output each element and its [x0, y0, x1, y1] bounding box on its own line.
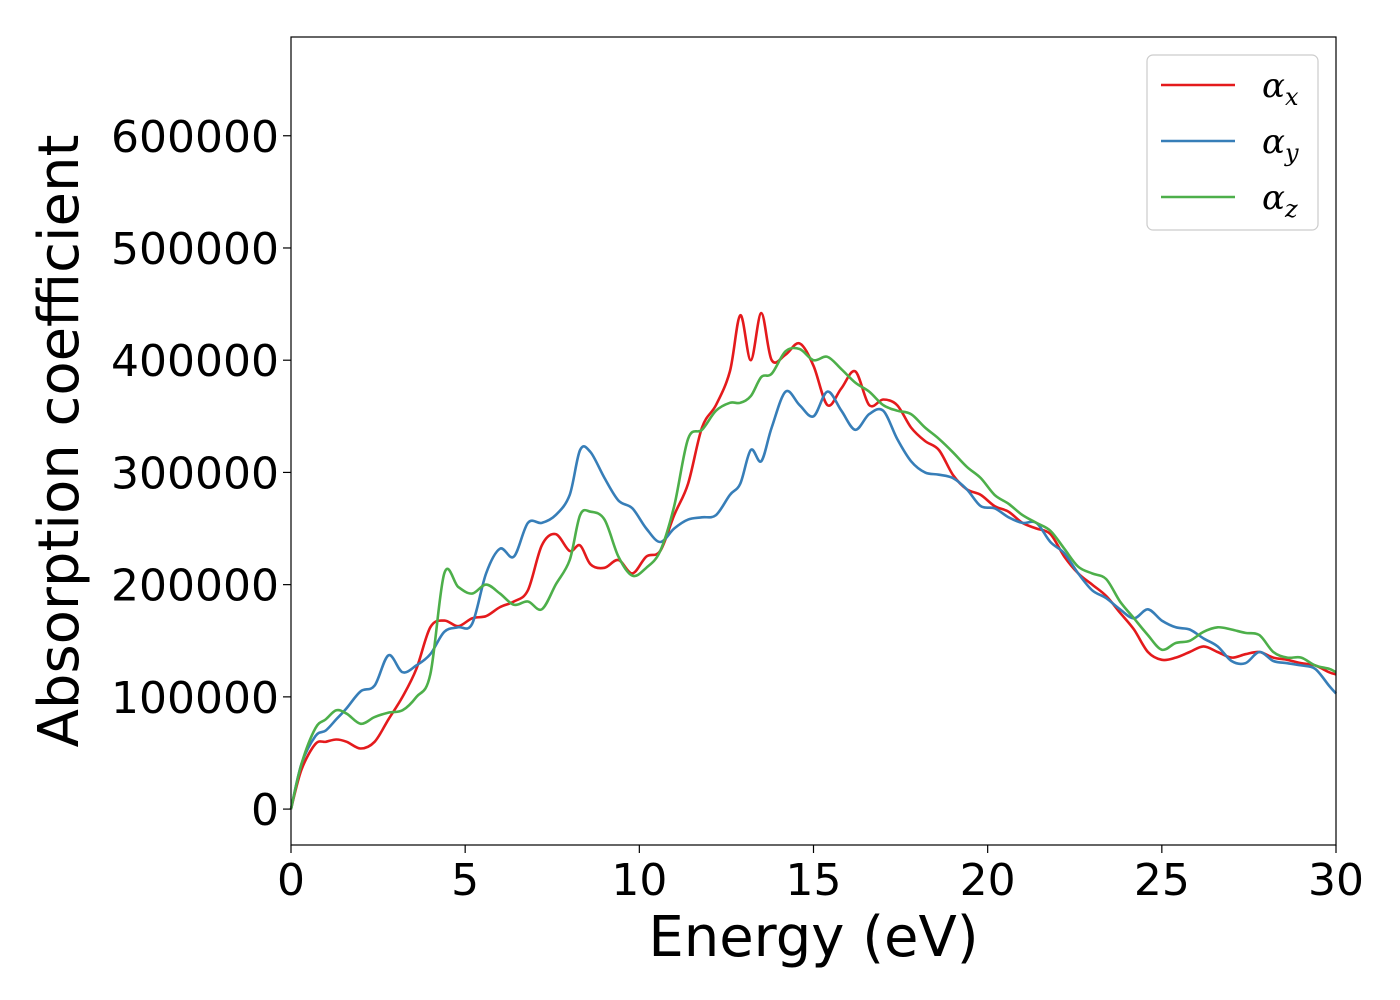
y-axis-label: Absorption coefficient — [27, 135, 92, 748]
x-tick-label: 5 — [451, 855, 479, 906]
legend-box — [1146, 54, 1319, 231]
x-tick-label: 30 — [1308, 855, 1364, 906]
x-axis-label: Energy (eV) — [648, 905, 978, 970]
legend-label-y: αy — [1262, 122, 1299, 167]
legend-label-z: αz — [1262, 178, 1298, 223]
series-line-y — [289, 389, 1337, 810]
series-line-z — [289, 346, 1337, 810]
y-tick-label: 0 — [251, 785, 279, 836]
series-layer — [289, 311, 1337, 810]
y-tick-label: 400000 — [111, 336, 279, 387]
y-tick-label: 100000 — [111, 673, 279, 724]
legend-label-x: αx — [1262, 66, 1299, 111]
y-tick-label: 500000 — [111, 224, 279, 275]
y-tick-label: 600000 — [111, 112, 279, 163]
y-tick-label: 200000 — [111, 561, 279, 612]
x-tick-label: 15 — [786, 855, 842, 906]
x-tick-label: 25 — [1134, 855, 1190, 906]
x-tick-label: 20 — [960, 855, 1016, 906]
legend: αx αy αz — [1146, 54, 1319, 231]
y-tick-label: 300000 — [111, 448, 279, 499]
x-tick-label: 10 — [611, 855, 667, 906]
ticks-layer: 0 5 10 15 20 25 30 0 100000 200000 300000 400000 500… — [111, 112, 1364, 906]
plot-frame — [290, 36, 1337, 846]
x-tick-label: 0 — [277, 855, 305, 906]
